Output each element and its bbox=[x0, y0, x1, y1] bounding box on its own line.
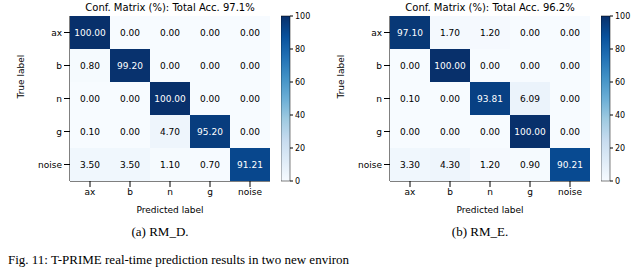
svg-text:noise: noise bbox=[238, 187, 262, 197]
svg-text:noise: noise bbox=[358, 160, 382, 170]
svg-text:0.00: 0.00 bbox=[440, 127, 460, 137]
svg-text:0.00: 0.00 bbox=[560, 94, 580, 104]
svg-text:0.00: 0.00 bbox=[120, 127, 140, 137]
svg-text:60: 60 bbox=[295, 78, 305, 87]
svg-text:90.21: 90.21 bbox=[557, 160, 583, 170]
svg-text:100.00: 100.00 bbox=[74, 28, 106, 38]
svg-text:0.00: 0.00 bbox=[480, 127, 500, 137]
svg-text:b: b bbox=[127, 187, 133, 197]
svg-text:100.00: 100.00 bbox=[514, 127, 546, 137]
svg-text:97.10: 97.10 bbox=[397, 28, 423, 38]
svg-text:g: g bbox=[376, 127, 382, 137]
svg-text:40: 40 bbox=[615, 111, 625, 120]
html-text:(b) RM_E.: (b) RM_E. bbox=[451, 224, 509, 239]
svg-text:ax: ax bbox=[51, 28, 63, 38]
svg-text:6.09: 6.09 bbox=[520, 94, 540, 104]
html-text:Conf. Matrix (%): Total Acc. 9: Conf. Matrix (%): Total Acc. 96.2% bbox=[405, 2, 575, 13]
svg-text:0.00: 0.00 bbox=[160, 28, 180, 38]
svg-text:0.00: 0.00 bbox=[560, 127, 580, 137]
svg-text:b: b bbox=[56, 61, 62, 71]
svg-text:3.50: 3.50 bbox=[120, 160, 140, 170]
svg-text:1.70: 1.70 bbox=[440, 28, 460, 38]
svg-text:0.80: 0.80 bbox=[80, 61, 100, 71]
svg-text:True label: True label bbox=[336, 55, 346, 100]
svg-text:g: g bbox=[207, 187, 213, 197]
svg-text:Predicted label: Predicted label bbox=[137, 205, 204, 215]
svg-text:noise: noise bbox=[558, 187, 582, 197]
svg-text:99.20: 99.20 bbox=[117, 61, 143, 71]
svg-text:100.00: 100.00 bbox=[154, 94, 186, 104]
svg-text:0.00: 0.00 bbox=[560, 28, 580, 38]
svg-text:n: n bbox=[376, 94, 382, 104]
svg-text:Predicted label: Predicted label bbox=[457, 205, 524, 215]
svg-text:95.20: 95.20 bbox=[197, 127, 223, 137]
svg-text:3.30: 3.30 bbox=[400, 160, 420, 170]
svg-text:0.70: 0.70 bbox=[200, 160, 220, 170]
svg-text:ax: ax bbox=[405, 187, 417, 197]
svg-text:0.90: 0.90 bbox=[520, 160, 540, 170]
svg-text:91.21: 91.21 bbox=[237, 160, 263, 170]
svg-text:100: 100 bbox=[295, 12, 310, 21]
svg-text:0: 0 bbox=[295, 177, 300, 186]
svg-text:0.00: 0.00 bbox=[80, 94, 100, 104]
svg-text:0.00: 0.00 bbox=[440, 94, 460, 104]
svg-text:0.00: 0.00 bbox=[240, 94, 260, 104]
svg-text:g: g bbox=[527, 187, 533, 197]
svg-text:0.00: 0.00 bbox=[240, 61, 260, 71]
svg-text:0.00: 0.00 bbox=[240, 127, 260, 137]
svg-text:0.00: 0.00 bbox=[120, 28, 140, 38]
svg-text:60: 60 bbox=[615, 78, 625, 87]
svg-text:0.00: 0.00 bbox=[200, 94, 220, 104]
svg-text:0.10: 0.10 bbox=[80, 127, 100, 137]
svg-text:0: 0 bbox=[615, 177, 620, 186]
html-text:(a) RM_D.: (a) RM_D. bbox=[131, 224, 189, 239]
svg-text:4.30: 4.30 bbox=[440, 160, 460, 170]
svg-text:0.00: 0.00 bbox=[200, 61, 220, 71]
svg-text:0.00: 0.00 bbox=[200, 28, 220, 38]
svg-text:0.00: 0.00 bbox=[520, 28, 540, 38]
svg-text:n: n bbox=[167, 187, 173, 197]
svg-text:20: 20 bbox=[295, 144, 305, 153]
svg-text:0.00: 0.00 bbox=[160, 61, 180, 71]
svg-text:1.10: 1.10 bbox=[160, 160, 180, 170]
svg-text:80: 80 bbox=[295, 45, 305, 54]
svg-text:100.00: 100.00 bbox=[434, 61, 466, 71]
svg-text:g: g bbox=[56, 127, 62, 137]
svg-text:80: 80 bbox=[615, 45, 625, 54]
svg-text:0.00: 0.00 bbox=[120, 94, 140, 104]
svg-text:n: n bbox=[487, 187, 493, 197]
svg-text:93.81: 93.81 bbox=[477, 94, 503, 104]
svg-text:3.50: 3.50 bbox=[80, 160, 100, 170]
svg-text:20: 20 bbox=[615, 144, 625, 153]
svg-text:0.00: 0.00 bbox=[400, 61, 420, 71]
svg-text:1.20: 1.20 bbox=[480, 28, 500, 38]
html-text:Conf. Matrix (%): Total Acc. 9: Conf. Matrix (%): Total Acc. 97.1% bbox=[85, 2, 255, 13]
svg-text:b: b bbox=[447, 187, 453, 197]
svg-text:100: 100 bbox=[615, 12, 630, 21]
svg-text:4.70: 4.70 bbox=[160, 127, 180, 137]
svg-text:0.10: 0.10 bbox=[400, 94, 420, 104]
svg-text:noise: noise bbox=[38, 160, 62, 170]
svg-text:b: b bbox=[376, 61, 382, 71]
svg-text:0.00: 0.00 bbox=[520, 61, 540, 71]
svg-text:True label: True label bbox=[16, 55, 26, 100]
svg-text:0.00: 0.00 bbox=[480, 61, 500, 71]
svg-text:ax: ax bbox=[85, 187, 97, 197]
svg-text:40: 40 bbox=[295, 111, 305, 120]
svg-text:0.00: 0.00 bbox=[400, 127, 420, 137]
svg-text:1.20: 1.20 bbox=[480, 160, 500, 170]
svg-text:ax: ax bbox=[371, 28, 383, 38]
svg-text:n: n bbox=[56, 94, 62, 104]
html-text:Fig. 11: T-PRIME real-time pre: Fig. 11: T-PRIME real-time prediction re… bbox=[8, 252, 350, 267]
svg-text:0.00: 0.00 bbox=[240, 28, 260, 38]
svg-text:0.00: 0.00 bbox=[560, 61, 580, 71]
